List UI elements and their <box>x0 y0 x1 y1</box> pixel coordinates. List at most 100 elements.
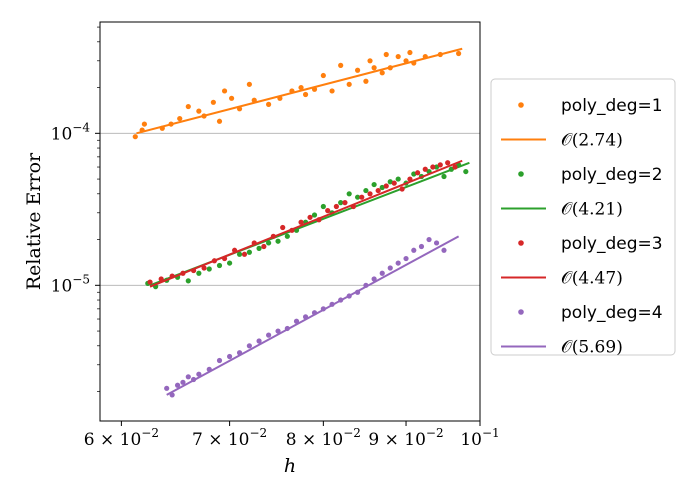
legend-marker-2 <box>518 171 524 177</box>
series-1-point <box>246 81 252 87</box>
series-2-point <box>441 173 447 180</box>
series-2-point <box>246 249 252 255</box>
legend-fit-label-3: 𝒪(4.47) <box>561 269 623 289</box>
series-2-point <box>371 181 377 188</box>
x-tick-label-2: 8 × 10−2 <box>286 426 361 450</box>
series-3-point <box>147 279 153 285</box>
grid-lines <box>100 132 480 286</box>
series-1-point <box>141 121 148 127</box>
series-4-point <box>379 270 385 276</box>
series-4-point <box>216 357 223 364</box>
series-4-point <box>411 247 417 253</box>
series-3-point <box>342 200 348 206</box>
series-1-point <box>338 62 344 68</box>
series-2-point <box>185 278 191 284</box>
y-tick-label-1: 10−5 <box>51 272 90 296</box>
series-2-point <box>275 238 281 244</box>
series-2-point <box>395 176 401 182</box>
series-3-point <box>367 191 373 197</box>
series-4-point <box>418 243 425 250</box>
series-4-point <box>174 382 181 388</box>
series-2-point <box>236 251 243 257</box>
series-2-point <box>354 194 361 200</box>
series-2-point <box>216 262 223 269</box>
legend-fit-label-2: 𝒪(4.21) <box>561 200 623 220</box>
series-1-point <box>363 78 369 84</box>
series-4-point <box>164 385 170 391</box>
series-3-point <box>391 180 397 186</box>
series-1-point <box>379 70 385 76</box>
x-tick-label-4: 10−1 <box>460 426 499 450</box>
series-3-point <box>375 187 381 194</box>
series-1-point <box>329 88 335 94</box>
series-4-point <box>246 343 252 349</box>
series-1-point <box>216 118 223 124</box>
series-3-point <box>452 164 458 170</box>
legend-label-2: poly_deg=2 <box>561 165 663 185</box>
series-1-point <box>456 50 462 57</box>
series-4-point <box>266 332 272 338</box>
series-1-point <box>346 81 352 87</box>
series-3-point <box>445 160 451 166</box>
series-4-point <box>441 247 447 253</box>
series-4-fit-line <box>166 235 460 396</box>
x-axis-label: h <box>284 455 296 477</box>
x-tick-label-1: 7 × 10−2 <box>192 426 267 450</box>
series-3-point <box>430 164 436 170</box>
series-4-point <box>275 328 281 334</box>
legend-fit-label-1: 𝒪(2.74) <box>561 131 623 151</box>
series-4-point <box>227 353 233 360</box>
x-tick-label-0: 6 × 10−2 <box>84 426 159 450</box>
series-1-point <box>221 88 228 94</box>
series-4-point <box>403 255 409 262</box>
series-4-point <box>387 265 393 271</box>
series-3-point <box>415 170 421 176</box>
legend-box <box>490 78 676 356</box>
series-2-point <box>311 212 318 218</box>
series-3-fit-line <box>149 159 463 288</box>
legend-label-4: poly_deg=4 <box>561 303 663 323</box>
series-2-point <box>338 200 344 206</box>
legend: poly_deg=1 𝒪(2.74) poly_deg=2 𝒪(4.21) poly_d… <box>490 78 676 358</box>
series-3-point <box>359 194 365 200</box>
series-3-point <box>437 162 443 168</box>
series-3-point <box>422 166 428 172</box>
series-1-point <box>354 67 361 73</box>
series-4-point <box>185 374 191 380</box>
series-2-point <box>266 240 272 246</box>
series-3-point <box>280 224 286 231</box>
series-1-point <box>177 115 183 122</box>
series-1-fit-line <box>136 47 463 135</box>
series-1-point <box>383 51 389 58</box>
series-1-point <box>132 134 138 140</box>
series-4-point <box>371 276 377 282</box>
plot-frame <box>99 21 481 422</box>
series-3-point <box>201 265 207 271</box>
series-3-point <box>325 208 331 214</box>
series-2-point <box>227 260 233 266</box>
series-1-point <box>210 99 216 105</box>
series-1-point <box>371 65 377 71</box>
series-3-point <box>158 276 164 282</box>
series-1-point <box>320 72 326 79</box>
legend-marker-4 <box>518 309 524 315</box>
series-4-point <box>433 240 440 246</box>
series-3-point <box>399 186 405 192</box>
series-2-point <box>320 203 326 210</box>
series-layer <box>132 47 470 398</box>
legend-label-1: poly_deg=1 <box>561 96 663 116</box>
legend-marker-1 <box>518 102 524 108</box>
series-3-point <box>333 203 339 210</box>
series-3-point <box>298 219 304 225</box>
series-2-point <box>363 187 369 194</box>
series-1-point <box>367 58 373 64</box>
series-4-point <box>180 379 186 385</box>
series-2-point <box>463 168 469 175</box>
series-2-point <box>387 179 393 185</box>
series-1-point <box>298 84 304 91</box>
series-4-point <box>426 236 432 243</box>
x-tick-label-3: 9 × 10−2 <box>368 426 443 450</box>
legend-marker-3 <box>518 240 524 246</box>
series-3-point <box>383 183 389 189</box>
